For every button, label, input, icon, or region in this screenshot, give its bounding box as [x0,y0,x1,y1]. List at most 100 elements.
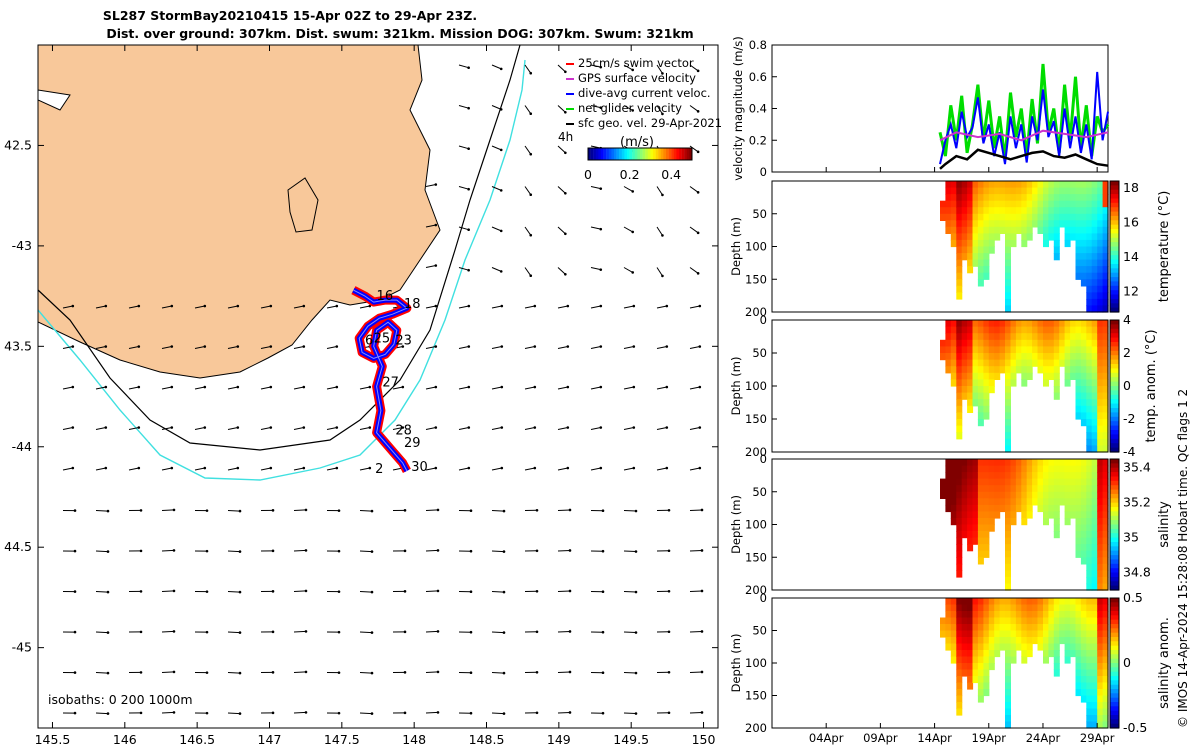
velocity-arrowhead [271,509,275,512]
velocity-arrow [590,346,601,349]
heatmap-cell [1091,604,1098,612]
heatmap-cell [983,379,990,387]
heatmap-cell [1037,320,1044,328]
velocity-arrowhead [302,426,306,429]
heatmap-cell [1080,239,1087,248]
heatmap-cell [1005,366,1011,374]
velocity-arrowhead [632,466,636,470]
heatmap-cell [961,650,968,658]
heatmap-cell [983,194,990,202]
heatmap-cell [1010,346,1017,354]
heatmap-cell [977,272,984,280]
heatmap-cell [1075,259,1082,267]
heatmap-cell [1086,504,1093,513]
heatmap-cell [956,399,963,407]
heatmap-cell [1075,491,1082,499]
heatmap-cell [956,200,963,208]
velocity-arrow [194,467,205,471]
colorbar-tick-label: 12 [1123,283,1139,298]
velocity-arrowhead [599,426,603,429]
map-colorbar-cell [606,148,609,160]
colorbar-cell [1110,377,1119,383]
heatmap-cell [967,637,974,645]
heatmap-cell [1097,399,1104,407]
heatmap-cell [1010,320,1017,328]
velocity-arrow [293,549,307,552]
velocity-arrow [95,305,106,309]
heatmap-cell [977,233,984,241]
heatmap-cell [961,504,968,513]
heatmap-cell [1102,721,1109,729]
velocity-arrow [689,590,703,592]
velocity-arrow [689,226,699,234]
heatmap-cell [983,676,990,684]
heatmap-cell [956,563,963,571]
heatmap-cell [1091,637,1098,645]
heatmap-cell [1053,504,1060,513]
heatmap-cell [1097,518,1104,526]
heatmap-cell [1064,207,1071,215]
velocity-arrowhead [236,345,240,348]
heatmap-cell [1070,359,1077,367]
heatmap-cell [1086,266,1093,274]
velocity-arrowhead [535,508,539,512]
heatmap-cell [977,531,984,539]
heatmap-cell [961,485,968,493]
heatmap-cell [994,611,1001,619]
map-colorbar-cell [663,148,667,160]
heatmap-cell [1005,253,1011,261]
velocity-arrowhead [106,671,110,675]
heatmap-cell [1043,194,1049,202]
heatmap-cell [1005,669,1011,677]
heatmap-cell [1059,498,1066,506]
heatmap-cell [1102,504,1109,513]
heatmap-cell [956,320,963,328]
colorbar-cell [1110,259,1119,265]
heatmap-cell [1059,604,1066,612]
heatmap-cell [999,220,1006,228]
heatmap-cell [1043,353,1049,361]
velocity-arrowhead [71,466,75,470]
heatmap-cell [1005,557,1011,565]
velocity-arrowhead [337,671,341,674]
velocity-arrow [689,549,703,552]
map-colorbar-cell [611,148,615,160]
heatmap-cell [1102,233,1109,241]
heatmap-cell [967,465,974,473]
heatmap-cell [950,518,957,526]
temperature-y-axis-label: Depth (m) [729,217,743,276]
colorbar-cell [1110,689,1119,694]
heatmap-cell [977,259,984,267]
heatmap-cell [1064,359,1071,367]
velocity-arrowhead [137,426,141,429]
heatmap-cell [1021,207,1028,215]
heatmap-cell [1032,465,1039,473]
heatmap-cell [972,259,979,267]
heatmap-cell [999,359,1006,367]
velocity-arrowhead [170,345,174,348]
map-colorbar-cell [614,148,617,160]
heatmap-cell [1021,511,1028,519]
heatmap-cell [956,392,963,400]
heatmap-cell [988,339,995,347]
map-colorbar-cell [627,148,630,160]
velocity-arrow [524,226,532,236]
velocity-arrow [359,386,370,390]
heatmap-cell [1091,405,1098,413]
velocity-arrowhead [467,66,470,69]
heatmap-cell [1053,498,1060,506]
map-colorbar-cell [588,148,591,160]
heatmap-cell [1080,181,1087,189]
velocity-arrow [623,305,634,309]
velocity-arrow [458,427,469,430]
velocity-arrowhead [469,630,473,634]
heatmap-cell [1080,272,1087,280]
heatmap-cell [1075,504,1082,513]
heatmap-cell [1086,412,1093,420]
heatmap-cell [1059,326,1066,334]
heatmap-cell [972,253,979,261]
heatmap-cell [950,194,957,202]
velocity-arrow [293,590,307,592]
heatmap-cell [1097,200,1104,208]
heatmap-cell [961,333,968,341]
